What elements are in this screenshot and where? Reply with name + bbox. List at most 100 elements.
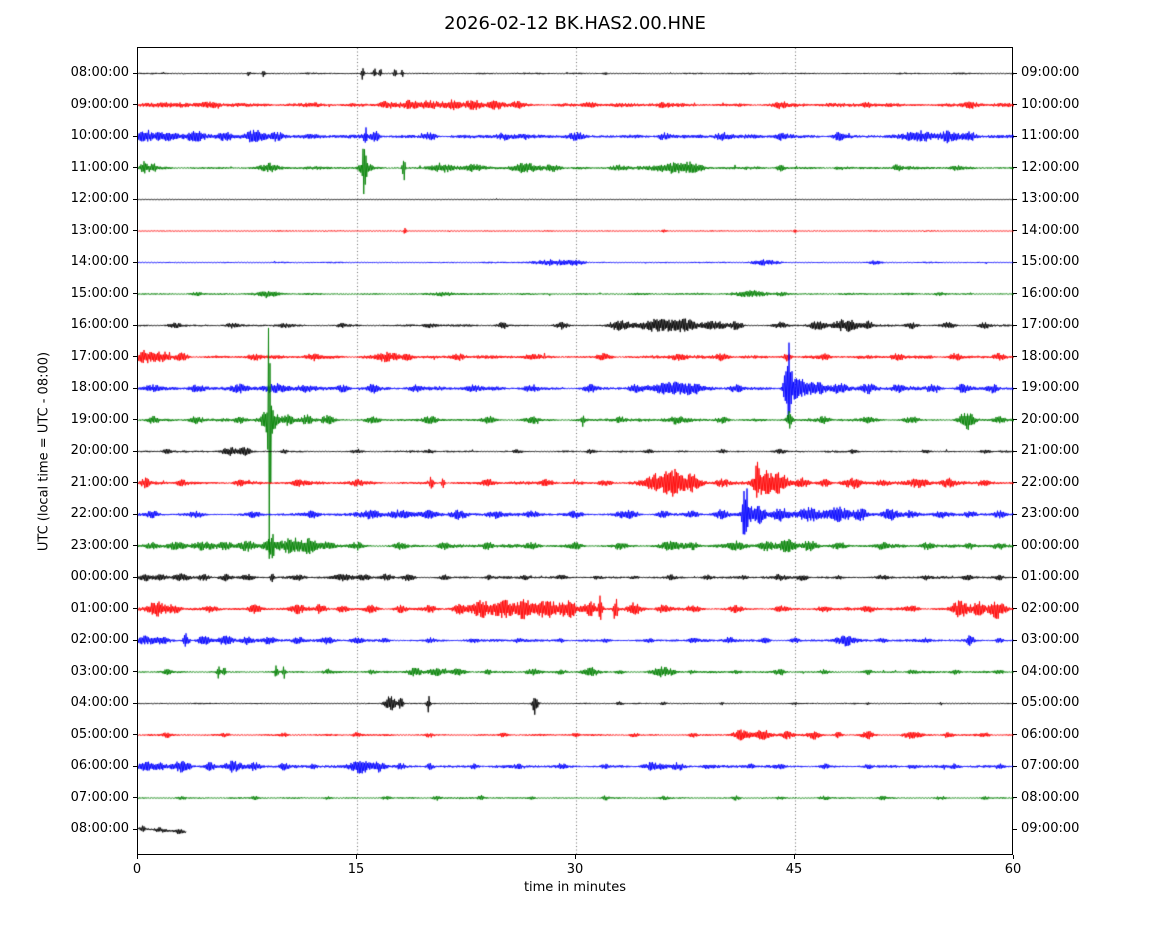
y-tick-label-utc: 16:00:00 bbox=[70, 317, 129, 332]
y-tick-mark-right bbox=[1013, 198, 1017, 200]
y-tick-label-utc: 02:00:00 bbox=[70, 632, 129, 647]
y-tick-label-utc: 08:00:00 bbox=[70, 65, 129, 80]
y-tick-label-utc: 07:00:00 bbox=[70, 789, 129, 805]
y-tick-label-utc: 22:00:00 bbox=[70, 506, 129, 521]
y-tick-mark-left bbox=[133, 324, 137, 326]
plot-title: 2026-02-12 BK.HAS2.00.HNE bbox=[444, 13, 706, 34]
y-tick-label-utc: 20:00:00 bbox=[70, 443, 129, 458]
y-tick-label-local: 17:00:00 bbox=[1021, 317, 1080, 332]
y-tick-mark-right bbox=[1013, 545, 1017, 546]
plot-area bbox=[137, 47, 1014, 856]
y-tick-mark-left bbox=[133, 356, 137, 357]
y-tick-mark-left bbox=[133, 293, 137, 294]
y-tick-label-local: 00:00:00 bbox=[1021, 537, 1080, 553]
y-tick-label-local: 04:00:00 bbox=[1021, 663, 1080, 679]
y-tick-mark-left bbox=[133, 828, 137, 830]
y-tick-mark-right bbox=[1013, 230, 1017, 231]
y-tick-mark-left bbox=[133, 671, 137, 672]
y-tick-mark-right bbox=[1013, 419, 1017, 420]
y-tick-mark-left bbox=[133, 576, 137, 578]
y-tick-label-local: 23:00:00 bbox=[1021, 506, 1080, 521]
y-tick-label-local: 15:00:00 bbox=[1021, 254, 1080, 269]
y-tick-label-utc: 09:00:00 bbox=[70, 96, 129, 112]
y-tick-label-utc: 05:00:00 bbox=[70, 726, 129, 742]
y-tick-label-local: 01:00:00 bbox=[1021, 569, 1080, 584]
y-tick-label-local: 02:00:00 bbox=[1021, 600, 1080, 616]
y-tick-label-utc: 13:00:00 bbox=[70, 222, 129, 238]
x-tick-mark bbox=[356, 855, 357, 859]
y-tick-mark-right bbox=[1013, 828, 1017, 830]
y-tick-label-utc: 11:00:00 bbox=[70, 159, 129, 175]
y-tick-label-utc: 23:00:00 bbox=[70, 537, 129, 553]
x-tick-mark bbox=[137, 855, 138, 859]
y-tick-mark-right bbox=[1013, 293, 1017, 294]
y-tick-label-local: 13:00:00 bbox=[1021, 191, 1080, 206]
y-tick-mark-left bbox=[133, 734, 137, 735]
y-tick-mark-left bbox=[133, 545, 137, 546]
y-tick-mark-left bbox=[133, 639, 137, 641]
y-tick-mark-right bbox=[1013, 324, 1017, 326]
y-tick-mark-left bbox=[133, 513, 137, 515]
y-tick-mark-right bbox=[1013, 576, 1017, 578]
y-tick-label-utc: 00:00:00 bbox=[70, 569, 129, 584]
y-tick-label-utc: 06:00:00 bbox=[70, 758, 129, 773]
x-tick-mark bbox=[794, 855, 795, 859]
y-tick-label-local: 21:00:00 bbox=[1021, 443, 1080, 458]
y-tick-mark-right bbox=[1013, 702, 1017, 704]
y-tick-mark-left bbox=[133, 482, 137, 483]
x-tick-label: 15 bbox=[347, 862, 365, 877]
y-tick-mark-left bbox=[133, 765, 137, 767]
x-tick-label: 45 bbox=[785, 862, 803, 877]
y-tick-mark-left bbox=[133, 702, 137, 704]
x-tick-label: 0 bbox=[132, 862, 142, 877]
y-tick-mark-left bbox=[133, 261, 137, 263]
y-tick-label-local: 20:00:00 bbox=[1021, 411, 1080, 427]
x-tick-label: 30 bbox=[566, 862, 584, 877]
y-tick-mark-right bbox=[1013, 450, 1017, 452]
y-tick-label-local: 09:00:00 bbox=[1021, 821, 1080, 836]
y-tick-mark-left bbox=[133, 387, 137, 389]
y-tick-mark-right bbox=[1013, 482, 1017, 483]
y-tick-label-utc: 08:00:00 bbox=[70, 821, 129, 836]
y-tick-mark-left bbox=[133, 450, 137, 452]
y-tick-mark-left bbox=[133, 797, 137, 798]
y-tick-label-utc: 15:00:00 bbox=[70, 285, 129, 301]
y-tick-mark-left bbox=[133, 167, 137, 168]
x-tick-mark bbox=[1013, 855, 1014, 859]
y-tick-label-local: 14:00:00 bbox=[1021, 222, 1080, 238]
y-tick-mark-right bbox=[1013, 167, 1017, 168]
y-tick-label-local: 06:00:00 bbox=[1021, 726, 1080, 742]
y-tick-mark-right bbox=[1013, 104, 1017, 105]
y-tick-mark-right bbox=[1013, 261, 1017, 263]
y-tick-mark-right bbox=[1013, 356, 1017, 357]
y-tick-label-utc: 01:00:00 bbox=[70, 600, 129, 616]
y-tick-label-local: 09:00:00 bbox=[1021, 65, 1080, 80]
y-tick-mark-right bbox=[1013, 608, 1017, 609]
y-tick-label-utc: 18:00:00 bbox=[70, 380, 129, 395]
y-tick-label-utc: 10:00:00 bbox=[70, 128, 129, 143]
y-tick-label-local: 07:00:00 bbox=[1021, 758, 1080, 773]
y-tick-mark-right bbox=[1013, 639, 1017, 641]
y-tick-mark-left bbox=[133, 135, 137, 137]
y-tick-label-local: 22:00:00 bbox=[1021, 474, 1080, 490]
y-tick-mark-right bbox=[1013, 513, 1017, 515]
y-tick-label-utc: 04:00:00 bbox=[70, 695, 129, 710]
y-tick-mark-left bbox=[133, 419, 137, 420]
y-tick-mark-left bbox=[133, 72, 137, 74]
y-tick-label-utc: 03:00:00 bbox=[70, 663, 129, 679]
y-tick-mark-right bbox=[1013, 797, 1017, 798]
y-tick-mark-left bbox=[133, 104, 137, 105]
y-tick-label-local: 18:00:00 bbox=[1021, 348, 1080, 364]
x-tick-label: 60 bbox=[1004, 862, 1022, 877]
y-tick-label-utc: 17:00:00 bbox=[70, 348, 129, 364]
y-tick-mark-left bbox=[133, 608, 137, 609]
y-tick-label-local: 10:00:00 bbox=[1021, 96, 1080, 112]
y-tick-mark-right bbox=[1013, 734, 1017, 735]
y-tick-label-local: 11:00:00 bbox=[1021, 128, 1080, 143]
y-tick-label-utc: 19:00:00 bbox=[70, 411, 129, 427]
y-tick-label-local: 08:00:00 bbox=[1021, 789, 1080, 805]
y-tick-mark-left bbox=[133, 230, 137, 231]
y-tick-mark-right bbox=[1013, 765, 1017, 767]
y-tick-mark-left bbox=[133, 198, 137, 200]
